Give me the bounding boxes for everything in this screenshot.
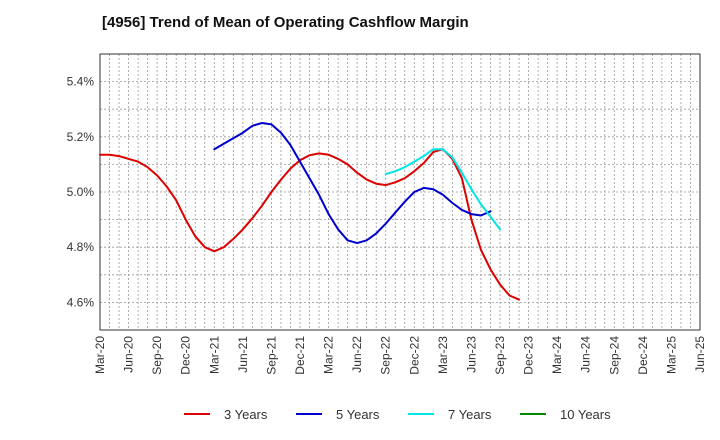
legend-label: 7 Years (448, 407, 492, 422)
x-tick-label: Sep-22 (379, 336, 393, 375)
y-axis-ticks: 4.6% 4.8% 5.0% 5.2% 5.4% (67, 75, 95, 310)
x-tick-label: Mar-23 (436, 336, 450, 374)
x-tick-label: Dec-24 (636, 336, 650, 375)
chart-title: [4956] Trend of Mean of Operating Cashfl… (102, 14, 469, 31)
series-line (384, 148, 501, 231)
legend-label: 5 Years (336, 407, 380, 422)
x-tick-label: Dec-23 (522, 336, 536, 375)
x-tick-label: Dec-20 (179, 336, 193, 375)
legend-label: 3 Years (224, 407, 268, 422)
x-tick-label: Jun-22 (350, 336, 364, 373)
x-tick-label: Dec-22 (407, 336, 421, 375)
series-lines (99, 122, 520, 301)
y-tick-label: 5.4% (67, 75, 95, 89)
x-tick-label: Jun-24 (579, 336, 593, 373)
y-tick-label: 4.8% (67, 240, 95, 254)
grid-lines (100, 54, 700, 330)
x-tick-label: Mar-20 (93, 336, 107, 374)
x-tick-label: Jun-20 (122, 336, 136, 373)
legend: 3 Years 5 Years 7 Years 10 Years (184, 407, 611, 422)
y-tick-label: 5.0% (67, 185, 95, 199)
x-axis-ticks: Mar-20 Jun-20 Sep-20 Dec-20 Mar-21 Jun-21 Sep-… (93, 336, 707, 375)
x-tick-label: Sep-23 (493, 336, 507, 375)
x-tick-label: Jun-21 (236, 336, 250, 373)
series-line (213, 122, 492, 245)
y-tick-label: 5.2% (67, 130, 95, 144)
y-tick-label: 4.6% (67, 295, 95, 309)
legend-label: 10 Years (560, 407, 611, 422)
x-tick-label: Mar-25 (664, 336, 678, 374)
x-tick-label: Jun-25 (693, 336, 707, 373)
x-tick-label: Sep-20 (150, 336, 164, 375)
x-tick-label: Mar-24 (550, 336, 564, 374)
x-tick-label: Sep-24 (607, 336, 621, 375)
x-tick-label: Mar-21 (207, 336, 221, 374)
x-tick-label: Mar-22 (322, 336, 336, 374)
x-tick-label: Sep-21 (264, 336, 278, 375)
x-tick-label: Dec-21 (293, 336, 307, 375)
x-tick-label: Jun-23 (464, 336, 478, 373)
plot-frame (99, 53, 701, 331)
